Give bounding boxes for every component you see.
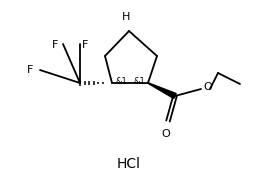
Text: &1: &1 [133, 76, 145, 86]
Polygon shape [148, 83, 176, 98]
Text: F: F [52, 40, 58, 50]
Text: HCl: HCl [117, 157, 141, 171]
Text: &1: &1 [115, 76, 127, 86]
Text: O: O [203, 82, 212, 92]
Text: O: O [162, 129, 170, 139]
Text: F: F [27, 65, 33, 75]
Text: F: F [82, 40, 88, 50]
Text: H: H [122, 12, 130, 22]
